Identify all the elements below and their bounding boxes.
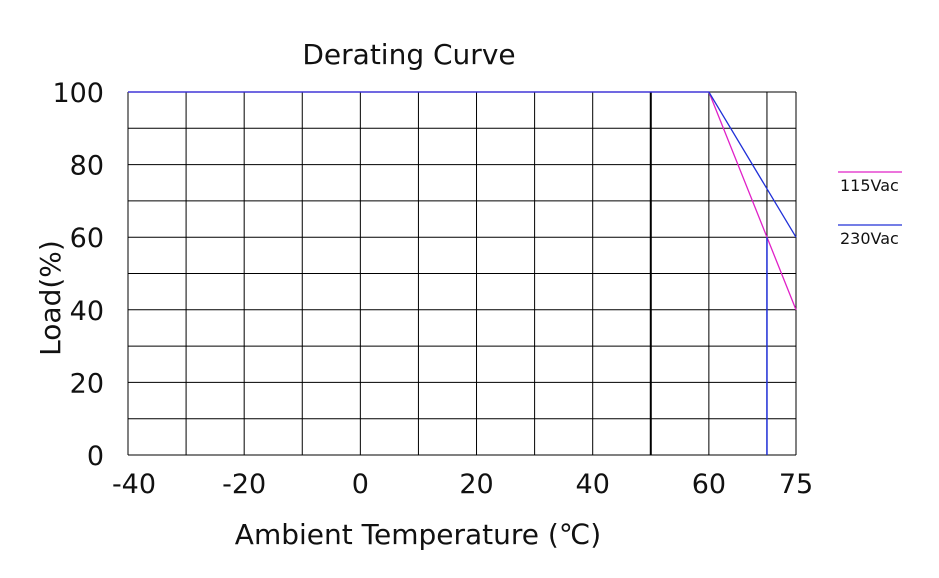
y-axis-label: Load(%) (34, 240, 67, 356)
legend-label: 115Vac (840, 176, 899, 195)
y-tick-label: 0 (87, 441, 104, 472)
x-axis-label: Ambient Temperature (℃) (235, 518, 601, 551)
legend-label: 230Vac (840, 229, 899, 248)
y-tick-label: 80 (70, 151, 104, 182)
y-tick-label: 100 (52, 78, 104, 109)
y-tick-label: 20 (70, 368, 104, 399)
x-tick-label: 0 (352, 469, 369, 500)
legend: 115Vac 230Vac (838, 171, 902, 248)
series-layer (128, 91, 797, 455)
y-tick-label: 40 (70, 296, 104, 327)
x-tick-label: 20 (459, 469, 493, 500)
x-tick-label: 75 (779, 469, 813, 500)
x-tick-label: -20 (222, 469, 266, 500)
grid (127, 91, 797, 456)
y-tick-labels: 0 20 40 60 80 100 (52, 78, 104, 472)
chart-title: Derating Curve (302, 38, 515, 71)
series-line-230vac (128, 91, 797, 238)
x-tick-label: 60 (692, 469, 726, 500)
y-tick-label: 60 (70, 223, 104, 254)
x-tick-labels: -40 -20 0 20 40 60 75 (112, 469, 813, 500)
x-tick-label: -40 (112, 469, 156, 500)
x-tick-label: 40 (576, 469, 610, 500)
